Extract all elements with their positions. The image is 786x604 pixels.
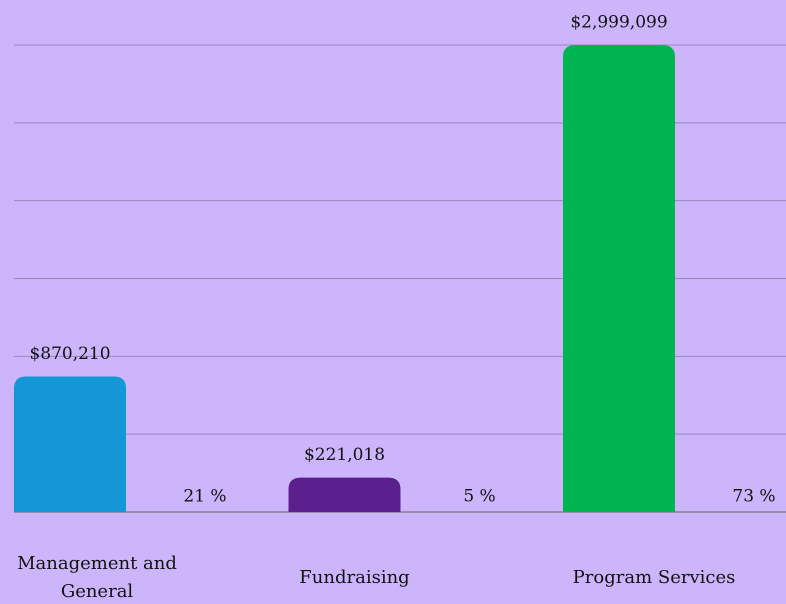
x-tick-label: Fundraising — [299, 567, 410, 588]
percent-label: 21 % — [183, 487, 226, 507]
value-label: $870,210 — [29, 344, 110, 364]
x-tick-label: Program Services — [572, 567, 736, 588]
value-label: $2,999,099 — [570, 13, 667, 33]
value-label: $221,018 — [304, 445, 385, 465]
percent-label: 73 % — [732, 487, 775, 507]
bar — [288, 477, 401, 512]
x-tick-label: Management and General — [17, 553, 177, 602]
bar — [14, 376, 126, 512]
bar — [563, 45, 675, 512]
percent-label: 5 % — [463, 487, 495, 507]
